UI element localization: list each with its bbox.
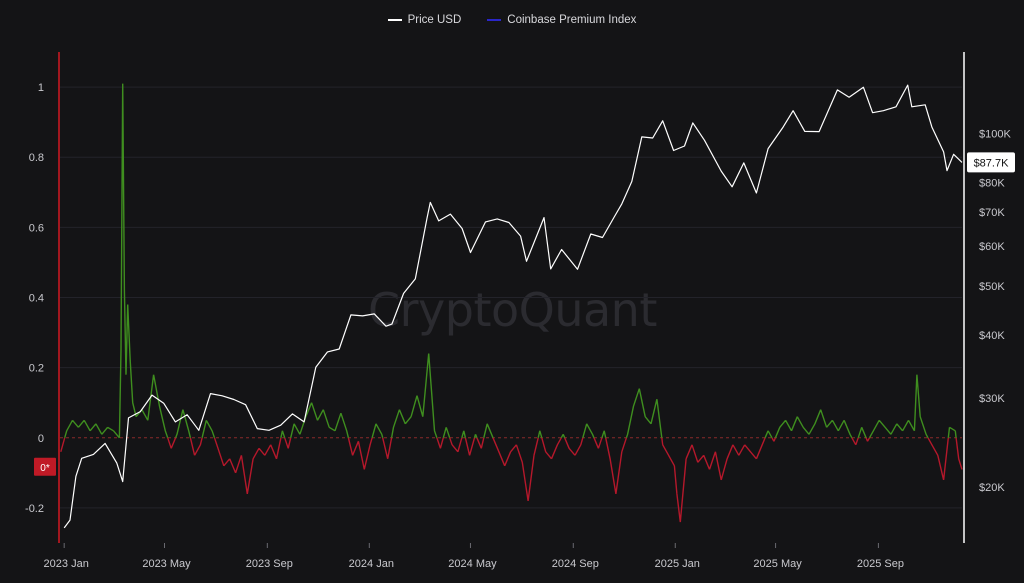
right-tick-label: $100K	[979, 129, 1011, 141]
right-tick-label: $80K	[979, 178, 1005, 190]
right-tick-label: $60K	[979, 241, 1005, 253]
x-tick-label: 2024 Jan	[349, 558, 394, 570]
premium-series-negative	[60, 437, 963, 523]
legend-swatch-price	[387, 19, 402, 21]
x-tick-label: 2025 May	[753, 558, 802, 570]
left-tick-label: 0.2	[29, 363, 44, 375]
watermark: CryptoQuant	[368, 283, 657, 337]
zero-badge-label: 0*	[40, 463, 50, 474]
price-series-line	[63, 84, 963, 529]
premium-series-positive	[64, 83, 957, 439]
left-tick-label: 0.4	[29, 293, 44, 305]
x-tick-label: 2023 Sep	[246, 558, 293, 570]
legend-label-price: Price USD	[407, 14, 462, 26]
right-tick-label: $40K	[979, 330, 1005, 342]
legend-item-price[interactable]: Price USD	[387, 14, 462, 26]
right-tick-label: $70K	[979, 207, 1005, 219]
left-tick-label: 0.6	[29, 222, 44, 234]
zero-badge	[34, 457, 56, 476]
x-tick-label: 2024 May	[448, 558, 497, 570]
x-tick-label: 2024 Sep	[552, 558, 599, 570]
left-tick-label: -0.2	[25, 503, 44, 515]
x-tick-label: 2023 Jan	[44, 558, 89, 570]
right-tick-label: $50K	[979, 281, 1005, 293]
left-tick-label: 1	[38, 82, 44, 94]
x-tick-label: 2025 Jan	[655, 558, 700, 570]
legend: Price USD Coinbase Premium Index	[0, 14, 1024, 26]
current-price-label: $87.7K	[974, 157, 1010, 169]
left-tick-label: 0	[38, 433, 44, 445]
current-price-badge	[967, 152, 1015, 173]
legend-item-premium[interactable]: Coinbase Premium Index	[487, 14, 636, 26]
left-tick-label: 0.8	[29, 152, 44, 164]
x-tick-label: 2025 Sep	[857, 558, 904, 570]
x-tick-label: 2023 May	[142, 558, 191, 570]
right-tick-label: $20K	[979, 482, 1005, 494]
legend-label-premium: Coinbase Premium Index	[507, 14, 637, 26]
legend-swatch-premium	[487, 19, 502, 21]
right-tick-label: $30K	[979, 393, 1005, 405]
